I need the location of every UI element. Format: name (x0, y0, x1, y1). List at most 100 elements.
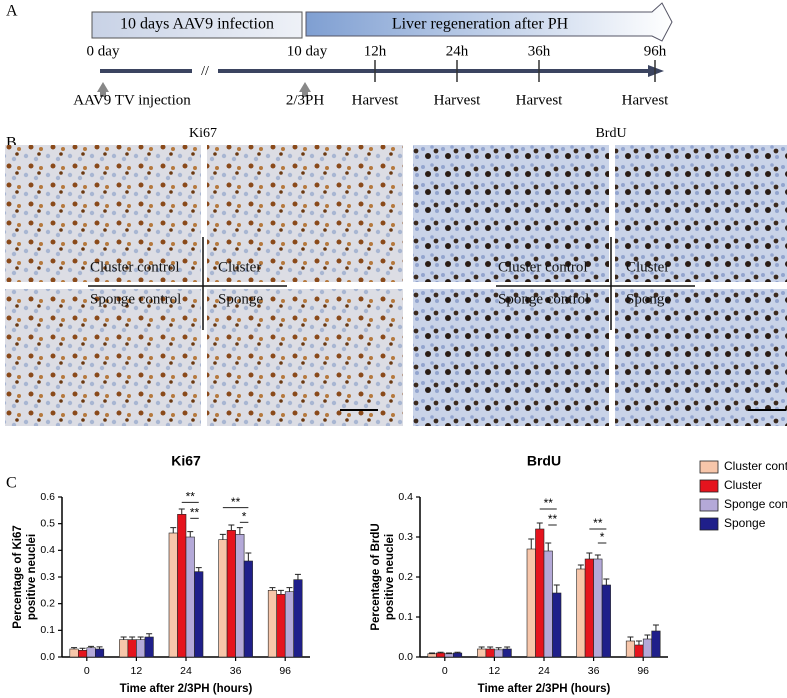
error-bar (286, 587, 293, 592)
bar (526, 548, 536, 658)
image-title: Ki67 (189, 126, 217, 141)
error-bar (245, 552, 252, 561)
micrograph (207, 289, 403, 426)
micrograph (413, 145, 609, 282)
panel-label: B (6, 135, 17, 152)
error-bar (652, 624, 659, 631)
error-bar (528, 538, 535, 549)
phase-arrow (305, 2, 673, 42)
x-tick-label: 24 (180, 665, 192, 677)
error-bar (594, 554, 601, 559)
x-tick-label: 96 (637, 665, 649, 677)
significance-label: * (600, 530, 605, 544)
y-tick-label: 0.2 (398, 571, 413, 583)
error-bar (586, 552, 593, 559)
y-axis-label: positive neuclei (384, 534, 396, 620)
event-arrow (299, 82, 311, 97)
error-bar (137, 636, 144, 640)
panel-label: C (6, 475, 17, 492)
error-bar (603, 578, 610, 585)
bar (119, 639, 129, 658)
error-bar (635, 640, 642, 645)
bar (276, 594, 286, 658)
x-tick-label: 12 (131, 665, 143, 677)
time-label: 10 day (287, 43, 328, 59)
legend-label: Sponge control (724, 497, 787, 511)
bar (95, 648, 105, 658)
phase-box (91, 11, 303, 39)
x-axis-label: Time after 2/3PH (hours) (120, 683, 253, 695)
error-bar (437, 651, 444, 653)
x-tick-label: 12 (489, 665, 501, 677)
y-tick-label: 0.2 (40, 597, 55, 609)
bar (177, 514, 187, 658)
legend-label: Cluster control (724, 459, 787, 473)
event-arrow (97, 82, 109, 97)
y-tick-label: 0.3 (40, 571, 55, 583)
group-label: Sponge (218, 291, 263, 307)
bar (576, 568, 586, 658)
error-bar (504, 646, 511, 649)
group-label: Sponge control (498, 291, 589, 307)
bar (552, 592, 562, 658)
y-tick-label: 0.1 (398, 611, 413, 623)
group-label: Cluster (626, 259, 669, 275)
time-label: 36h (528, 43, 551, 59)
bar (625, 640, 636, 658)
bar (267, 590, 278, 658)
bar (543, 550, 553, 658)
bar (293, 579, 303, 658)
bar (485, 648, 495, 658)
phase-label: 10 days AAV9 infection (120, 16, 274, 33)
time-label: 24h (446, 43, 469, 59)
x-tick-label: 0 (84, 665, 90, 677)
bar (651, 630, 661, 658)
bar (634, 644, 644, 658)
y-tick-label: 0.0 (398, 651, 413, 663)
chart-title: BrdU (527, 453, 561, 469)
bar (477, 648, 487, 658)
bar (144, 636, 154, 658)
micrograph (5, 289, 201, 426)
micrograph (615, 145, 787, 282)
significance-label: ** (548, 512, 558, 526)
bar (235, 534, 245, 658)
bar (502, 648, 512, 658)
error-bar (129, 636, 136, 640)
group-label: Sponge (626, 291, 671, 307)
legend-swatch (699, 479, 719, 493)
bar (78, 650, 88, 658)
bar (243, 560, 253, 658)
legend-label: Cluster (724, 478, 762, 492)
error-bar (277, 589, 284, 595)
y-axis-label: Percentage of BrdU (370, 523, 382, 630)
error-bar (187, 531, 194, 537)
bar (226, 530, 236, 658)
bar (69, 648, 79, 658)
error-bar (79, 647, 86, 651)
phase-label: Liver regeneration after PH (392, 16, 569, 33)
error-bar (478, 646, 485, 649)
error-bar (454, 651, 461, 653)
error-bar (71, 647, 78, 649)
error-bar (120, 636, 127, 640)
micrograph (413, 289, 609, 426)
error-bar (553, 584, 560, 593)
x-tick-label: 36 (588, 665, 600, 677)
error-bar (487, 646, 494, 649)
bar (218, 539, 228, 658)
error-bar (644, 634, 651, 639)
event-label: AAV9 TV injection (73, 92, 191, 108)
micrograph (207, 145, 403, 282)
panel-label: A (6, 3, 18, 20)
error-bar (577, 564, 584, 569)
significance-label: ** (186, 490, 196, 504)
error-bar (146, 633, 153, 637)
significance-label: ** (190, 506, 200, 520)
error-bar (294, 573, 301, 580)
bar (185, 536, 195, 658)
significance-label: ** (593, 516, 603, 530)
event-label: Harvest (622, 92, 669, 108)
x-tick-label: 0 (442, 665, 448, 677)
